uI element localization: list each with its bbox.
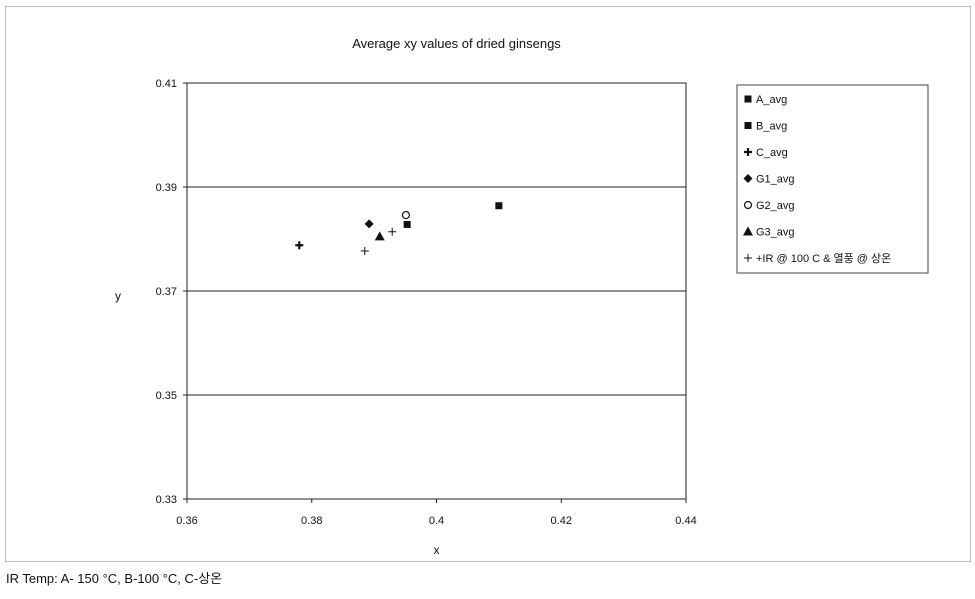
y-tick-label: 0.39 [156,182,177,194]
x-tick-label: 0.4 [429,515,444,527]
legend-label: G1_avg [756,174,795,186]
data-point-series-6 [360,246,369,255]
chart-title: Average xy values of dried ginsengs [352,36,561,51]
legend-marker [743,174,753,183]
data-point-series-1 [403,220,411,228]
legend-marker [744,95,752,103]
legend-marker [743,226,753,236]
legend-label: B_avg [756,121,787,133]
x-tick-label: 0.44 [675,515,696,527]
legend-marker [744,254,752,262]
y-axis-label: y [115,289,121,303]
chart-frame [5,6,971,562]
data-point-series-2 [295,241,304,250]
footnote: IR Temp: A- 150 °C, B-100 °C, C-상온 [6,571,223,586]
y-tick-label: 0.41 [156,78,177,90]
legend-label: +IR @ 100 C & 열풍 @ 상온 [756,252,891,265]
y-tick-label: 0.37 [156,286,177,298]
x-tick-label: 0.36 [176,515,197,527]
legend-label: A_avg [756,94,787,106]
x-tick-label: 0.42 [551,515,572,527]
x-tick-label: 0.38 [301,515,322,527]
legend-box [736,84,929,274]
y-tick-label: 0.33 [156,494,177,506]
scatter-chart: Average xy values of dried ginsengs 0.33 0… [115,36,929,557]
data-point-series-0 [495,202,503,210]
legend-label: C_avg [756,147,788,159]
legend-marker [743,200,753,210]
data-point-series-5 [374,231,385,241]
legend-label: G2_avg [756,200,795,212]
data-point-series-6 [388,227,397,236]
y-tick-label: 0.35 [156,390,177,402]
data-point-series-4 [401,210,411,220]
data-point-series-3 [364,219,374,229]
x-axis-label: x [434,543,440,557]
legend-marker [744,148,752,156]
legend-marker [744,122,752,129]
legend-label: G3_avg [756,227,795,239]
